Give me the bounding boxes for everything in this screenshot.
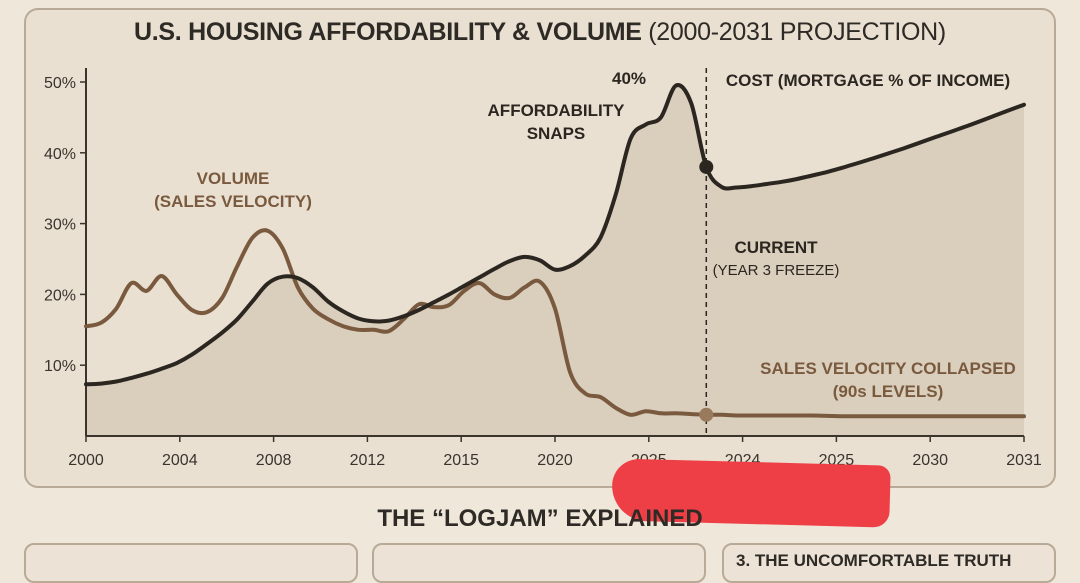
volume-label-line2: (SALES VELOCITY) [154,192,312,211]
peak-label: 40% [612,69,646,88]
x-tick-label: 2012 [350,452,386,469]
y-tick-label: 20% [44,287,76,304]
x-tick-label: 2020 [537,452,573,469]
y-tick-label: 30% [44,217,76,234]
card-title-3: 3. THE UNCOMFORTABLE TRUTH [736,551,1012,570]
current-label: CURRENT [734,238,818,257]
chart-title-main: U.S. HOUSING AFFORDABILITY & VOLUME [134,18,642,46]
volume-label-line1: VOLUME [197,169,270,188]
y-tick-label: 10% [44,358,76,375]
sales-collapsed-line1: SALES VELOCITY COLLAPSED [760,359,1016,378]
sales-collapsed-line2: (90s LEVELS) [833,382,944,401]
cost-area-fill [86,85,1024,436]
current-sublabel: (YEAR 3 FREEZE) [713,262,840,279]
x-tick-label: 2015 [443,452,479,469]
x-tick-label: 2031 [1006,452,1042,469]
explainer-card-3: 3. THE UNCOMFORTABLE TRUTH [722,543,1056,583]
x-tick-label: 2008 [256,452,292,469]
current-cost-point [699,159,714,174]
y-tick-label: 40% [44,146,76,163]
explainer-card-2 [372,543,706,583]
cost-label: COST (MORTGAGE % OF INCOME) [726,71,1010,90]
section-heading: THE “LOGJAM” EXPLAINED [377,505,703,532]
chart-title: U.S. HOUSING AFFORDABILITY & VOLUME (200… [0,18,1080,47]
y-tick-label: 50% [44,75,76,92]
current-volume-point [699,407,714,422]
affordability-snaps-line2: SNAPS [527,124,586,143]
x-tick-label: 2000 [68,452,104,469]
cost-series-line [84,83,1026,387]
volume-series-line [84,228,1026,419]
x-tick-label: 2030 [912,452,948,469]
housing-chart: 10% 20% 30% 40% 50% 2000 2004 2008 2012 2015 2020 2… [44,68,1042,469]
explainer-card-1 [24,543,358,583]
chart-title-sub: (2000-2031 PROJECTION) [648,18,946,46]
affordability-snaps-line1: AFFORDABILITY [488,101,626,120]
x-tick-label: 2004 [162,452,198,469]
